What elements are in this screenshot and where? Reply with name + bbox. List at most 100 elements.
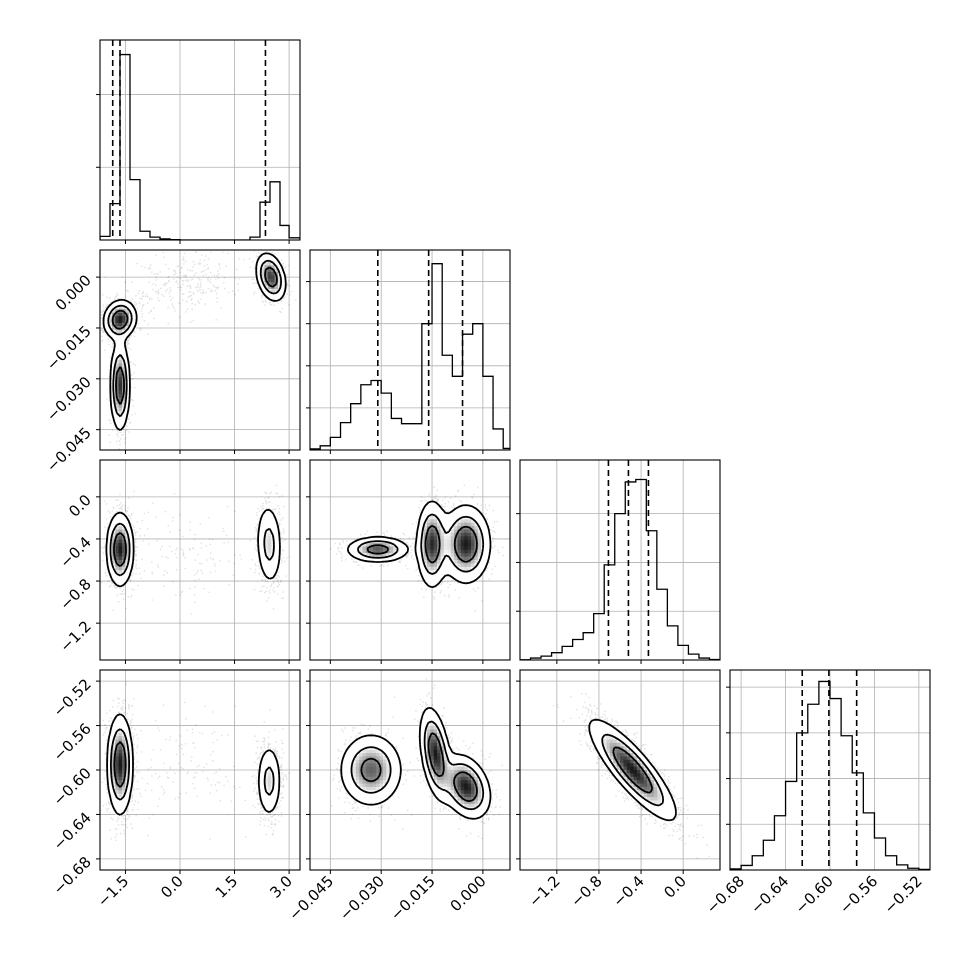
density-cell bbox=[460, 522, 465, 527]
density-cell bbox=[423, 560, 428, 564]
density-cell bbox=[423, 526, 428, 531]
density-cell bbox=[125, 800, 130, 805]
density-cell bbox=[352, 766, 357, 771]
density-cell bbox=[274, 790, 279, 795]
density-cell bbox=[433, 763, 438, 768]
density-cell bbox=[650, 797, 655, 802]
density-cell bbox=[108, 560, 113, 564]
density-cell bbox=[264, 549, 269, 554]
density-cell bbox=[450, 553, 455, 558]
density-cell bbox=[636, 770, 641, 774]
density-cell bbox=[122, 790, 126, 795]
density-cell bbox=[261, 556, 265, 561]
density-cell bbox=[650, 783, 655, 788]
density-cell bbox=[474, 766, 479, 771]
density-cell bbox=[345, 753, 350, 758]
density-cell bbox=[667, 810, 672, 815]
density-cell bbox=[345, 749, 350, 754]
density-cell bbox=[650, 807, 655, 812]
density-cell bbox=[115, 377, 120, 382]
density-cell bbox=[359, 546, 364, 551]
density-cell bbox=[640, 763, 645, 768]
density-cell bbox=[481, 800, 486, 805]
density-cell bbox=[437, 759, 442, 764]
density-cell bbox=[379, 790, 384, 795]
density-cell bbox=[128, 305, 133, 310]
density-cell bbox=[437, 742, 442, 747]
density-cell bbox=[382, 773, 387, 778]
x-tick-label: 0.0 bbox=[157, 872, 187, 902]
density-cell bbox=[467, 810, 472, 815]
density-cell bbox=[606, 759, 611, 764]
density-cell bbox=[128, 749, 133, 754]
density-cell bbox=[474, 776, 479, 781]
density-cell bbox=[359, 759, 364, 764]
density-cell bbox=[653, 776, 658, 781]
density-cell bbox=[609, 749, 614, 754]
density-cell bbox=[643, 800, 648, 805]
density-cell bbox=[369, 739, 374, 744]
density-cell bbox=[122, 573, 126, 578]
density-cell bbox=[420, 746, 425, 751]
density-cell bbox=[389, 746, 394, 751]
density-cell bbox=[125, 776, 130, 781]
density-cell bbox=[386, 790, 391, 795]
density-cell bbox=[471, 546, 475, 551]
density-cell bbox=[484, 556, 489, 561]
density-cell bbox=[589, 722, 594, 727]
density-cell bbox=[433, 712, 438, 717]
density-cell bbox=[460, 543, 465, 548]
density-cell bbox=[372, 736, 377, 741]
contour-level-2 bbox=[107, 259, 282, 418]
density-cell bbox=[122, 411, 126, 415]
density-cell bbox=[128, 549, 133, 554]
density-cell bbox=[352, 793, 357, 798]
density-cell bbox=[647, 803, 652, 808]
density-cell bbox=[471, 532, 475, 537]
density-cell bbox=[630, 770, 635, 774]
density-cell bbox=[450, 573, 455, 578]
density-cell bbox=[274, 285, 279, 290]
density-cell bbox=[274, 529, 279, 534]
contour-level-2 bbox=[109, 522, 275, 577]
density-cell bbox=[115, 722, 120, 727]
density-cell bbox=[125, 363, 130, 368]
density-cell bbox=[430, 753, 435, 758]
density-cell bbox=[115, 553, 120, 558]
density-cell bbox=[660, 807, 665, 812]
y-tick-label: −0.52 bbox=[50, 675, 95, 720]
y-tick-label: −1.2 bbox=[56, 617, 94, 655]
density-cell bbox=[362, 749, 367, 754]
density-cell bbox=[382, 776, 387, 781]
density-cell bbox=[372, 549, 377, 554]
density-cell bbox=[365, 773, 370, 778]
density-cell bbox=[125, 366, 130, 371]
density-cell bbox=[457, 526, 462, 531]
density-cell bbox=[437, 512, 442, 517]
density-cell bbox=[393, 766, 398, 771]
density-cell bbox=[257, 258, 262, 263]
density-cell bbox=[257, 532, 262, 537]
density-cell bbox=[464, 803, 469, 808]
density-cell bbox=[128, 766, 133, 771]
density-cell bbox=[115, 800, 120, 805]
density-cell bbox=[430, 725, 435, 730]
density-cell bbox=[365, 756, 370, 761]
y-tick-label: 0.000 bbox=[52, 271, 95, 314]
density-cell bbox=[122, 803, 126, 808]
density-cell bbox=[450, 543, 455, 548]
density-cell bbox=[125, 736, 130, 741]
density-cell bbox=[467, 786, 472, 791]
density-cell bbox=[447, 766, 452, 771]
density-cell bbox=[606, 725, 611, 730]
density-cell bbox=[118, 729, 123, 734]
density-cell bbox=[481, 556, 486, 561]
density-cell bbox=[118, 539, 123, 544]
density-cell bbox=[474, 763, 479, 768]
density-cell bbox=[609, 736, 614, 741]
density-cell bbox=[440, 783, 445, 788]
density-cell bbox=[471, 576, 475, 581]
density-cell bbox=[359, 553, 364, 558]
density-cell bbox=[267, 800, 272, 805]
density-cell bbox=[447, 539, 452, 544]
